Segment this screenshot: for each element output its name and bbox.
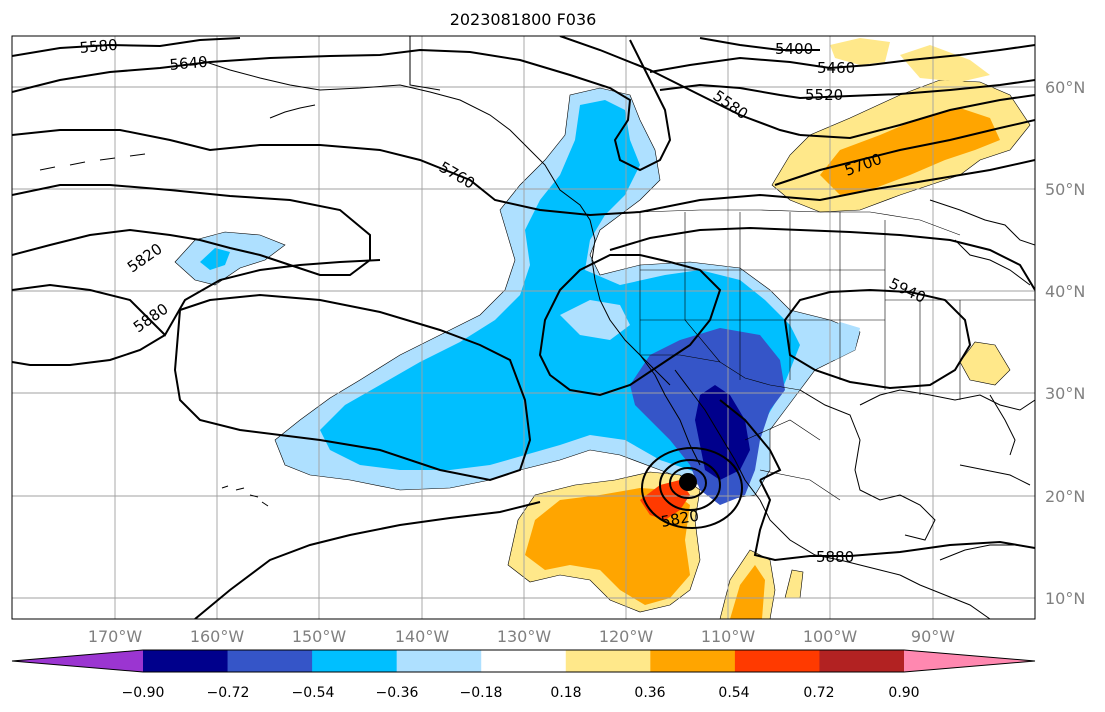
lat-label-20n: 20°N [1045,487,1085,506]
contour-label-5460: 5460 [817,59,855,77]
map-frame [11,35,1036,620]
shade-navy-core [695,385,750,480]
colorbar-tick-3: −0.36 [376,685,419,701]
colorbar-segment [143,650,229,672]
colorbar-segment [819,650,905,672]
map-title: 2023081800 F036 [450,10,597,29]
lon-label-160w: 160°W [190,627,245,646]
shade-light-blue-nw [174,231,286,286]
lon-label-170w: 170°W [88,627,143,646]
lon-label-90w: 90°W [911,627,955,646]
colorbar-segment [650,650,736,672]
lon-label-110w: 110°W [701,627,756,646]
colorbar-outline [11,649,1036,673]
contour-label-5580-nw: 5580 [79,36,119,57]
colorbar-tick-8: 0.72 [803,685,834,701]
height-contours [12,36,1035,619]
colorbar-extend-high [904,650,1035,672]
colorbar-tick-5: 0.18 [550,685,581,701]
shade-blue-nw [200,248,230,270]
shade-orange-ne [820,108,1000,195]
lat-label-60n: 60°N [1045,78,1085,97]
colorbar-extend-low [12,650,143,672]
shade-gap-california [560,300,630,340]
colorbar [11,649,1036,673]
lat-label-10n: 10°N [1045,589,1085,608]
lon-label-120w: 120°W [599,627,654,646]
shade-yellow-ne-top [830,38,890,65]
colorbar-tick-4: −0.18 [460,685,503,701]
contour-label-5880-south: 5880 [816,548,854,566]
colorbar-tick-2: −0.54 [292,685,335,701]
colorbar-tick-labels: −0.90 −0.72 −0.54 −0.36 −0.18 0.18 0.36 … [122,685,920,701]
latitude-labels: 60°N 50°N 40°N 30°N 20°N 10°N [1045,78,1085,608]
colorbar-segment [565,650,651,672]
storm-center-marker [679,473,697,491]
colorbar-segment [312,650,398,672]
lon-label-150w: 150°W [292,627,347,646]
colorbar-tick-0: −0.90 [122,685,165,701]
lat-label-40n: 40°N [1045,282,1085,301]
contour-label-5640: 5640 [169,53,209,74]
colorbar-tick-7: 0.54 [718,685,749,701]
shade-orange-south [525,488,690,605]
lon-label-130w: 130°W [497,627,552,646]
contour-label-5400: 5400 [775,40,813,58]
shade-light-blue-east [815,322,860,360]
colorbar-segment [481,650,567,672]
colorbar-segment [396,650,482,672]
lat-label-30n: 30°N [1045,384,1085,403]
lon-label-140w: 140°W [395,627,450,646]
colorbar-tick-9: 0.90 [888,685,919,701]
colorbar-segment [734,650,820,672]
shade-yellow-ne-top2 [900,45,990,82]
map-content: 5580 5640 5400 5460 5520 5580 5700 5760 … [12,36,1035,619]
shade-orange-mexico [730,565,765,619]
coastlines [39,36,1035,619]
contour-label-5520: 5520 [805,86,843,104]
shade-yellow-se [959,341,1011,386]
lat-label-50n: 50°N [1045,180,1085,199]
longitude-labels: 170°W 160°W 150°W 140°W 130°W 120°W 110°… [88,627,955,646]
colorbar-tick-6: 0.36 [634,685,665,701]
lon-label-100w: 100°W [803,627,858,646]
colorbar-tick-1: −0.72 [207,685,250,701]
colorbar-segment [227,650,313,672]
